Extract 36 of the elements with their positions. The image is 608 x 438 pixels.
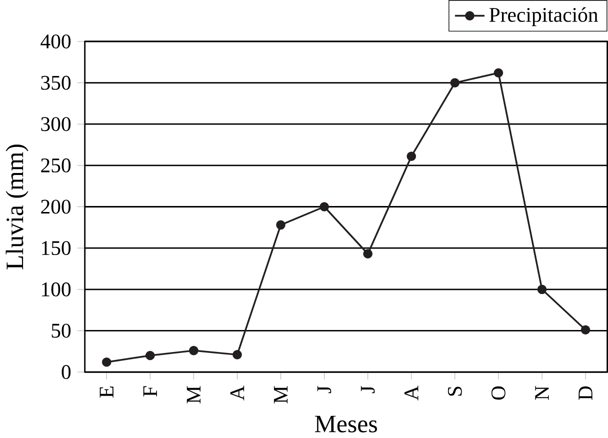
- point: [580, 325, 590, 334]
- y-tick-label: 100: [42, 282, 71, 296]
- x-tick-label: M: [186, 386, 200, 404]
- point: [363, 249, 373, 258]
- x-tick-label: J: [317, 386, 332, 394]
- point: [406, 152, 416, 161]
- x-tick-label: S: [448, 386, 462, 396]
- point: [102, 357, 112, 367]
- y-tick-label: 250: [41, 158, 71, 172]
- y-tick-label: 50: [52, 324, 71, 338]
- x-tick-label: N: [535, 386, 549, 400]
- point: [276, 220, 286, 230]
- x-tick-label: M: [274, 386, 288, 404]
- x-tick-label: F: [143, 386, 157, 396]
- y-tick-label: 350: [41, 76, 71, 90]
- x-tick-label: A: [404, 386, 418, 400]
- y-tick-label: 150: [42, 240, 71, 255]
- x-tick-label: D: [578, 386, 592, 400]
- point: [537, 284, 547, 294]
- x-tick-label: J: [360, 386, 375, 394]
- point: [145, 350, 155, 360]
- point: [232, 350, 242, 360]
- x-tick-label: O: [491, 386, 506, 400]
- x-axis-title: Meses: [314, 416, 377, 432]
- point: [320, 202, 329, 212]
- y-tick-label: 200: [41, 200, 71, 214]
- x-tick-label: A: [230, 386, 244, 400]
- legend-label: Precipitación: [489, 7, 598, 26]
- point: [494, 68, 504, 78]
- y-tick-label: 300: [41, 117, 71, 132]
- y-tick-label: 0: [62, 364, 71, 379]
- x-tick-label: E: [100, 386, 114, 398]
- y-tick-label: 400: [40, 34, 71, 48]
- point: [450, 78, 460, 88]
- point: [189, 346, 198, 356]
- y-axis-title: Lluvia (mm): [6, 144, 28, 270]
